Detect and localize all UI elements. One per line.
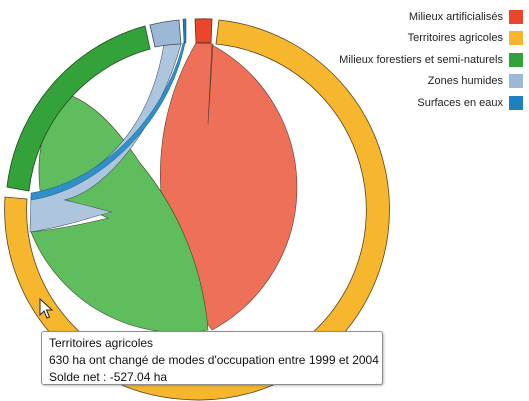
tooltip: Territoires agricoles 630 ha ont changé … [41, 331, 383, 385]
arc-territoires-agricoles[interactable] [4, 19, 390, 401]
tooltip-line: 630 ha ont changé de modes d'occupation … [49, 353, 379, 367]
legend-swatch [509, 74, 523, 89]
legend-label: Surfaces en eaux [417, 96, 503, 109]
legend-item-forestiers[interactable]: Milieux forestiers et semi-naturels [339, 49, 523, 71]
legend-item-humides[interactable]: Zones humides [339, 71, 523, 93]
legend-item-eaux[interactable]: Surfaces en eaux [339, 92, 523, 114]
arc-zones-humides[interactable] [149, 19, 182, 48]
legend-label: Zones humides [427, 75, 503, 88]
legend-swatch [509, 9, 523, 24]
ribbon-artificialises-agricoles[interactable] [160, 42, 298, 331]
tooltip-title: Territoires agricoles [49, 336, 154, 350]
legend-swatch [509, 31, 523, 46]
legend-label: Milieux artificialisés [408, 10, 503, 23]
arc-surfaces-en-eaux[interactable] [182, 18, 187, 44]
legend-item-agricoles[interactable]: Territoires agricoles [339, 28, 523, 50]
legend-item-artificialises[interactable]: Milieux artificialisés [339, 6, 523, 28]
legend-label: Territoires agricoles [407, 32, 503, 45]
arc-milieux-forestiers[interactable] [6, 25, 151, 192]
legend-swatch [509, 95, 523, 110]
cursor-pointer-icon [39, 298, 53, 319]
tooltip-net-balance: Solde net : -527.04 ha [49, 370, 168, 384]
legend: Milieux artificialisés Territoires agric… [339, 6, 523, 114]
legend-label: Milieux forestiers et semi-naturels [339, 53, 503, 66]
legend-swatch [509, 52, 523, 67]
arc-milieux-artificialises[interactable] [194, 18, 213, 44]
